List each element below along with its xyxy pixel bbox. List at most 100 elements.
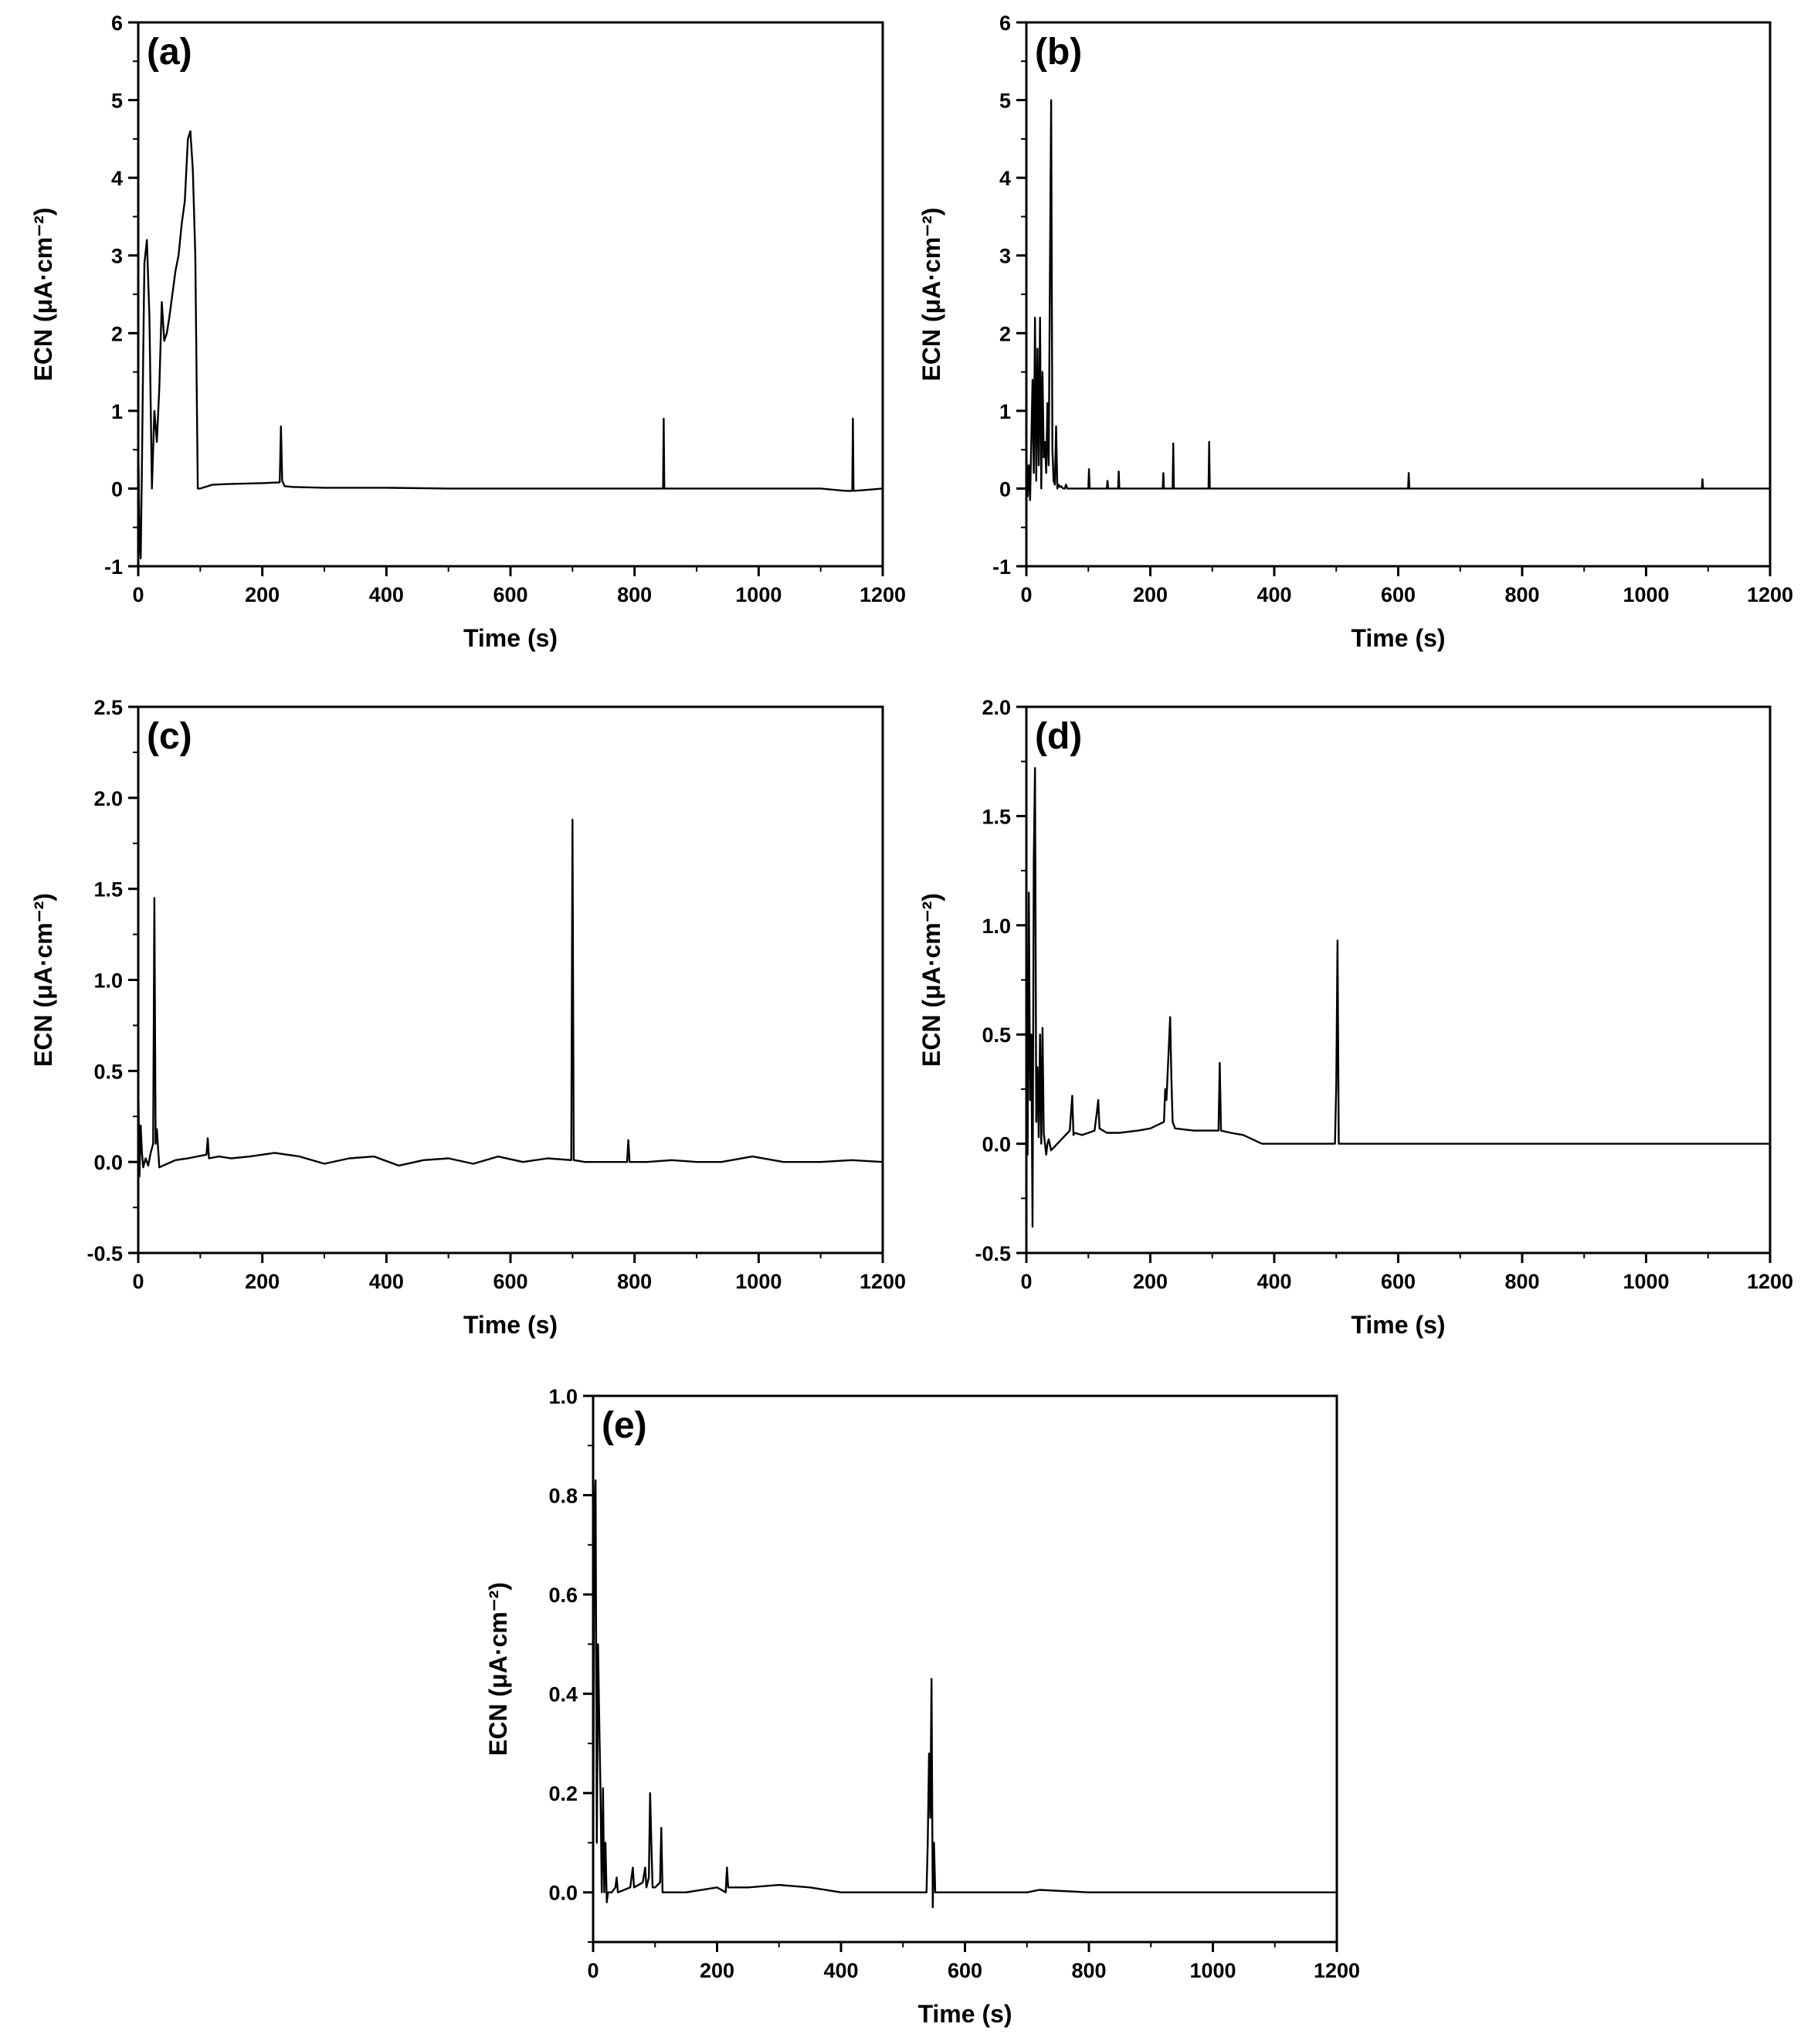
series-line (593, 1479, 1337, 1909)
x-tick-label: 400 (823, 1959, 858, 1982)
panel-label: (b) (1035, 32, 1082, 73)
x-tick-label: 0 (132, 1270, 144, 1293)
x-tick-label: 800 (1504, 1270, 1539, 1293)
panel-label: (c) (147, 716, 192, 757)
x-tick-label: 1200 (1747, 583, 1793, 606)
y-tick-label: 1 (999, 400, 1011, 423)
plot-frame (137, 705, 884, 1255)
x-tick-label: 1200 (1747, 1270, 1793, 1293)
chart-panel-d: 0 200 400 600 800 1000 1200 -0.5 0.0 0.5 1.0 1.5 2.0… (917, 696, 1793, 1339)
y-tick-label: 0.5 (982, 1024, 1011, 1047)
x-tick-label: 400 (1257, 1270, 1291, 1293)
y-tick-label: -1 (992, 555, 1011, 579)
y-tick-label: 3 (999, 245, 1011, 268)
x-tick-label: 600 (493, 1270, 527, 1293)
chart-panel-e: 0 200 400 600 800 1000 1200 0.0 0.2 0.4 0.6 0.8 1.0 T… (484, 1385, 1360, 2028)
y-axis-title: ECN (μA·cm⁻²) (29, 893, 57, 1067)
y-axis-title: ECN (μA·cm⁻²) (917, 893, 945, 1067)
x-tick-label: 800 (1071, 1959, 1106, 1982)
y-tick-label: 1.5 (93, 878, 123, 901)
y-tick-label: 2.0 (982, 696, 1011, 719)
y-tick-label: 2.0 (93, 787, 123, 810)
y-tick-label: 0.2 (548, 1782, 578, 1805)
y-tick-label: 1.0 (548, 1385, 578, 1408)
y-tick-label: 0.0 (93, 1151, 123, 1174)
x-tick-label: 1000 (735, 1270, 782, 1293)
x-axis-title: Time (s) (1351, 624, 1445, 652)
y-tick-label: 3 (111, 245, 123, 268)
x-tick-label: 0 (1020, 583, 1032, 606)
x-tick-label: 0 (587, 1959, 599, 1982)
y-tick-label: -0.5 (86, 1242, 123, 1265)
y-tick-label: 0.0 (982, 1133, 1011, 1156)
y-tick-label: 0.5 (93, 1060, 123, 1083)
plot-frame (1025, 21, 1772, 568)
series-line (138, 130, 883, 560)
y-tick-label: 4 (999, 167, 1011, 190)
y-tick-label: -0.5 (975, 1242, 1011, 1265)
plot-frame (592, 1394, 1338, 1944)
y-tick-label: 0.8 (548, 1485, 578, 1508)
x-axis-title: Time (s) (1351, 1311, 1445, 1339)
y-tick-label: 6 (999, 12, 1011, 35)
y-tick-label: -1 (104, 555, 123, 579)
y-tick-label: 1.0 (93, 969, 123, 993)
y-tick-label: 0.0 (548, 1882, 578, 1905)
y-tick-label: 2.5 (93, 696, 123, 719)
x-tick-label: 1200 (860, 583, 906, 606)
x-tick-label: 400 (369, 583, 404, 606)
y-axis-title: ECN (μA·cm⁻²) (917, 208, 945, 382)
y-tick-label: 1.0 (982, 915, 1011, 938)
plot-frame (1025, 705, 1772, 1255)
x-tick-label: 600 (948, 1959, 982, 1982)
panel-label: (a) (147, 32, 192, 73)
x-tick-label: 1000 (735, 583, 782, 606)
y-tick-label: 1.5 (982, 805, 1011, 828)
y-tick-label: 4 (111, 167, 123, 190)
x-tick-label: 200 (1133, 583, 1168, 606)
y-tick-label: 5 (999, 90, 1011, 113)
y-axis-title: ECN (μA·cm⁻²) (29, 208, 57, 382)
plot-frame (137, 21, 884, 568)
panel-label: (e) (602, 1405, 647, 1446)
series-line (138, 818, 883, 1178)
y-tick-label: 2 (111, 322, 123, 345)
x-tick-label: 0 (1020, 1270, 1032, 1293)
series-line (1026, 99, 1770, 501)
panel-label: (d) (1035, 716, 1082, 757)
x-tick-label: 600 (1381, 1270, 1416, 1293)
y-tick-label: 5 (111, 90, 123, 113)
x-tick-label: 800 (1504, 583, 1539, 606)
x-tick-label: 200 (700, 1959, 734, 1982)
x-axis-title: Time (s) (917, 2000, 1012, 2028)
y-tick-label: 2 (999, 322, 1011, 345)
chart-panel-a: 0 200 400 600 800 1000 1200 -1 0 1 2 3 4 5 6 Time (s) EC… (29, 12, 906, 652)
x-tick-label: 800 (617, 1270, 652, 1293)
y-tick-label: 0 (111, 477, 123, 501)
x-tick-label: 0 (132, 583, 144, 606)
x-tick-label: 1000 (1189, 1959, 1236, 1982)
x-tick-label: 1200 (1314, 1959, 1360, 1982)
x-tick-label: 1000 (1623, 1270, 1669, 1293)
x-tick-label: 400 (369, 1270, 404, 1293)
x-tick-label: 200 (1133, 1270, 1168, 1293)
x-tick-label: 600 (493, 583, 527, 606)
x-tick-label: 600 (1381, 583, 1416, 606)
x-tick-label: 1000 (1623, 583, 1669, 606)
series-line (1026, 767, 1770, 1228)
x-tick-label: 800 (617, 583, 652, 606)
x-axis-title: Time (s) (463, 624, 558, 652)
x-tick-label: 200 (245, 1270, 280, 1293)
x-tick-label: 400 (1257, 583, 1291, 606)
x-axis-title: Time (s) (463, 1311, 558, 1339)
y-tick-label: 6 (111, 12, 123, 35)
x-tick-label: 1200 (860, 1270, 906, 1293)
y-axis-title: ECN (μA·cm⁻²) (484, 1582, 512, 1756)
y-tick-label: 0.4 (548, 1683, 578, 1706)
y-tick-label: 0.6 (548, 1584, 578, 1607)
y-tick-label: 0 (999, 477, 1011, 501)
y-tick-label: 1 (111, 400, 123, 423)
chart-panel-b: 0 200 400 600 800 1000 1200 -1 0 1 2 3 4 5 6 Time (s) EC… (917, 12, 1793, 652)
x-tick-label: 200 (245, 583, 280, 606)
